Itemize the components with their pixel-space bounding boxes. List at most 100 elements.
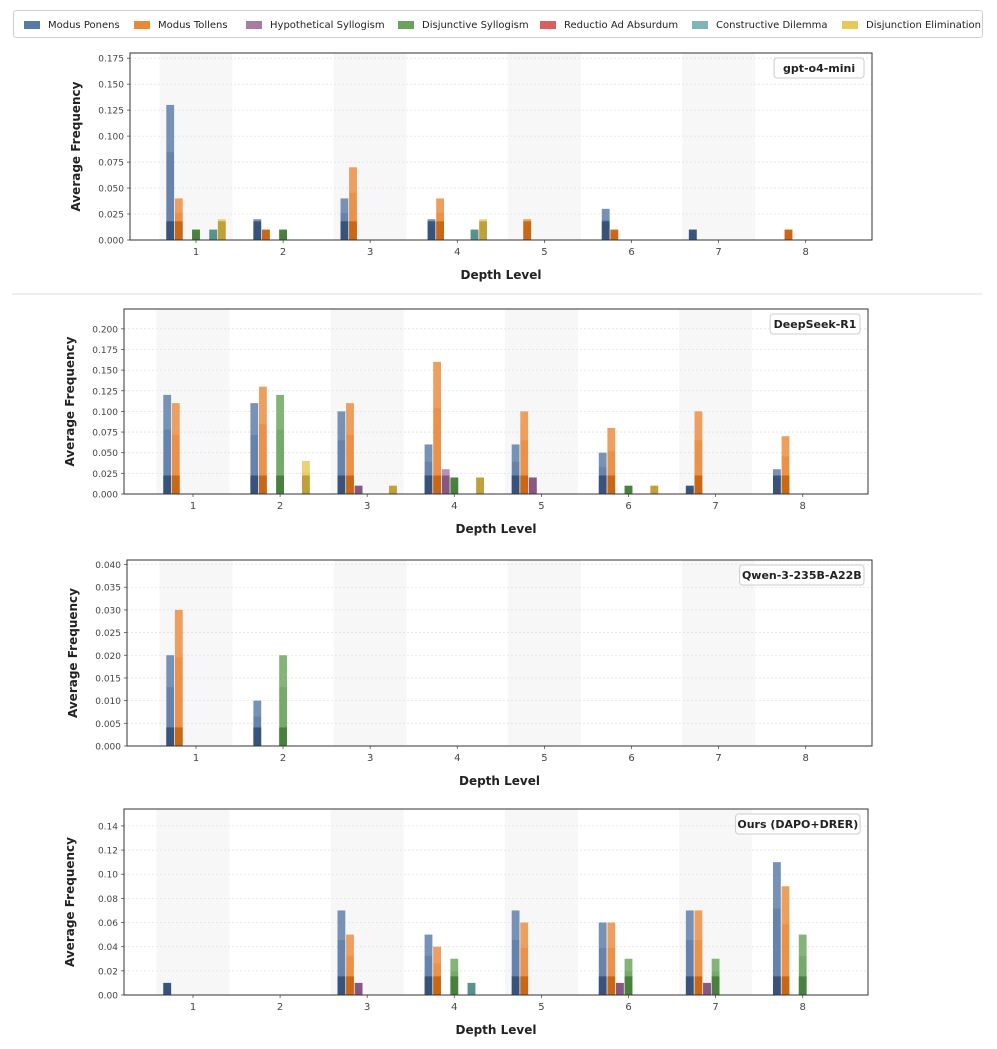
y-tick-label: 0.075 [92, 429, 118, 439]
bar-highlight [250, 403, 259, 435]
y-tick-label: 0.020 [95, 652, 121, 662]
bar-base [520, 475, 529, 494]
legend-item-modus-ponens: Modus Ponens [24, 18, 120, 32]
plot-area [124, 809, 868, 995]
bar-base [450, 477, 459, 494]
bar-modus-tollens [433, 946, 441, 995]
legend-label: Reductio Ad Absurdum [564, 19, 679, 31]
bar-highlight [711, 958, 720, 972]
y-tick-label: 0.005 [95, 720, 121, 730]
bar-base [607, 976, 616, 995]
bar-modus-tollens [694, 910, 703, 995]
bar-modus-ponens [253, 700, 262, 746]
bar-highlight [337, 411, 346, 441]
bar-base [433, 976, 441, 995]
bar-base [711, 976, 720, 995]
plot-area [124, 309, 868, 494]
bar-modus-ponens [511, 910, 520, 995]
plot-frame [126, 559, 873, 747]
bar-modus-ponens [166, 655, 175, 746]
y-tick-label: 0.050 [92, 449, 118, 459]
y-tick-label: 0.035 [95, 584, 121, 594]
plot-frame [123, 808, 869, 996]
bar-modus-tollens [346, 403, 354, 494]
bar-base [694, 475, 703, 494]
y-tick-label: 0.175 [98, 55, 124, 65]
bar-highlight [607, 427, 616, 452]
panel-title-box [739, 564, 865, 586]
bar-base [688, 229, 697, 240]
y-tick-label: 0.08 [98, 895, 118, 905]
bar-base [616, 982, 624, 995]
x-tick-label: 7 [715, 753, 721, 764]
bar-highlight [685, 910, 694, 941]
bar-highlight [424, 934, 433, 956]
bar-modus-tollens [436, 198, 444, 240]
bar-modus-ponens [685, 910, 694, 995]
bar-highlight [346, 403, 354, 435]
x-tick-label: 8 [800, 1002, 806, 1013]
x-tick-label: 6 [628, 753, 634, 764]
x-tick-label: 6 [625, 501, 631, 512]
bar-modus-tollens [781, 886, 790, 995]
y-tick-label: 0.050 [98, 185, 124, 195]
y-tick-label: 0.200 [92, 325, 118, 335]
panel-title: gpt-o4-mini [783, 62, 855, 75]
y-axis-label: Average Frequency [69, 81, 83, 211]
bar-highlight [601, 208, 610, 220]
bar-base [163, 982, 172, 995]
legend-label: Modus Ponens [48, 19, 120, 31]
y-tick-label: 0.015 [95, 674, 121, 684]
legend-item-modus-tollens: Modus Tollens [134, 18, 228, 32]
bar-base [354, 485, 363, 494]
y-tick-label: 0.10 [98, 871, 118, 881]
bar-base [192, 229, 200, 240]
bar-highlight [174, 198, 183, 213]
y-tick-label: 0.150 [98, 81, 124, 91]
legend-item-constructive-dilemma: Constructive Dilemma [692, 18, 827, 32]
plot-area [127, 560, 872, 746]
bar-modus-tollens [520, 411, 529, 494]
bar-highlight [598, 452, 607, 468]
legend-item-disjunction-elimination: Disjunction Elimination [842, 18, 981, 32]
bar-modus-tollens [171, 403, 180, 494]
y-tick-label: 0.04 [98, 943, 118, 953]
bar-highlight [624, 958, 633, 972]
bar-modus-ponens [250, 403, 259, 494]
y-axis-label: Average Frequency [63, 336, 77, 466]
bar-highlight [166, 104, 175, 153]
x-tick-label: 6 [628, 247, 634, 258]
bar-base [441, 475, 450, 494]
bar-base [389, 485, 397, 494]
x-tick-label: 5 [541, 753, 547, 764]
y-tick-label: 0.025 [95, 629, 121, 639]
bar-base [520, 976, 529, 995]
x-tick-label: 4 [451, 501, 457, 512]
x-axis-label: Depth Level [455, 522, 536, 536]
x-tick-label: 2 [280, 753, 286, 764]
legend-swatch [24, 21, 40, 29]
chart-panel-2: 0.000 0.025 0.050 0.075 0.100 0.125 0.150 0.175… [63, 308, 869, 536]
y-tick-label: 0.100 [92, 408, 118, 418]
bar-base [598, 976, 607, 995]
bar-base [424, 475, 433, 494]
bar-modus-ponens [166, 104, 175, 240]
x-tick-label: 4 [454, 753, 460, 764]
x-axis-label: Depth Level [460, 268, 541, 282]
legend-label: Constructive Dilemma [716, 19, 828, 31]
bar-base [174, 221, 183, 240]
x-tick-label: 7 [712, 501, 718, 512]
panel-title: DeepSeek-R1 [774, 318, 857, 331]
bar-highlight [433, 946, 441, 964]
bar-highlight [450, 958, 459, 972]
plot-frame [129, 52, 873, 241]
bar-base [476, 477, 484, 494]
bar-base [346, 976, 354, 995]
bar-base [171, 475, 180, 494]
bar-base [685, 976, 694, 995]
x-tick-label: 6 [625, 1002, 631, 1013]
depth-band [682, 53, 756, 240]
bar-highlight [276, 394, 284, 430]
bar-modus-tollens [174, 198, 183, 240]
bar-highlight [773, 862, 781, 909]
